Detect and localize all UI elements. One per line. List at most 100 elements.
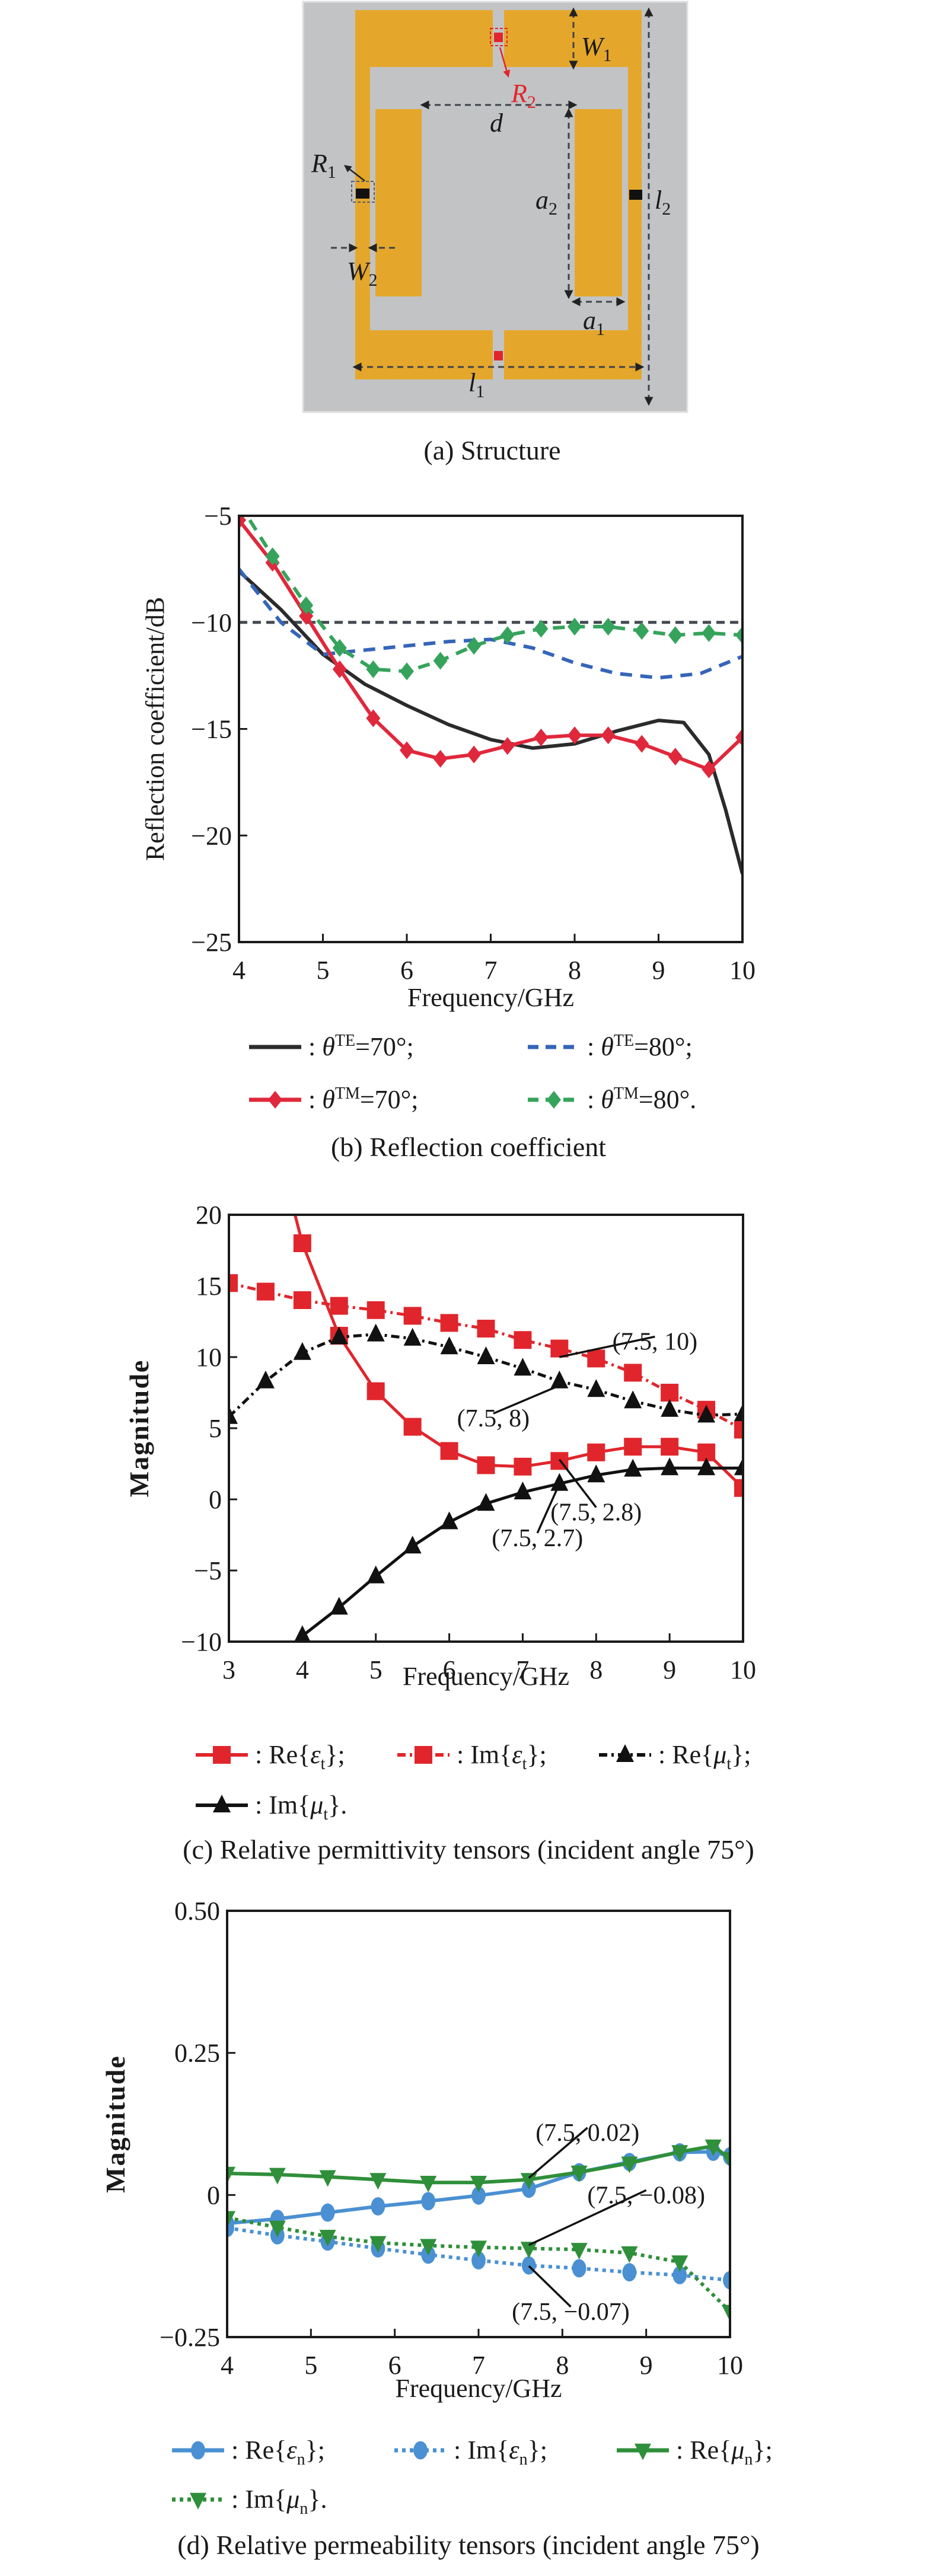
data-point-2 bbox=[239, 516, 246, 529]
series-line-3 bbox=[227, 2216, 730, 2313]
annotation-leader bbox=[528, 2189, 647, 2246]
data-point-0 bbox=[440, 1442, 458, 1460]
data-point-3 bbox=[299, 596, 314, 614]
annotation-leader bbox=[528, 2127, 588, 2179]
x-tick-label: 5 bbox=[304, 2351, 317, 2380]
data-point-0 bbox=[587, 1443, 605, 1461]
data-point-3 bbox=[319, 2230, 336, 2247]
x-tick-label: 10 bbox=[717, 2351, 743, 2380]
data-point-1 bbox=[672, 2266, 687, 2284]
series-line-3 bbox=[245, 516, 742, 673]
data-point-0 bbox=[320, 2203, 335, 2222]
caption-a: (a) Structure bbox=[423, 435, 560, 465]
data-point-2 bbox=[671, 2145, 688, 2162]
annotation-leader bbox=[536, 1483, 560, 1534]
data-point-2 bbox=[366, 1323, 385, 1342]
y-tick-label: −5 bbox=[194, 1556, 222, 1585]
label-w1: W1 bbox=[581, 32, 612, 65]
data-point-1 bbox=[572, 2259, 586, 2278]
data-point-0 bbox=[421, 2192, 436, 2211]
data-point-2 bbox=[400, 741, 414, 759]
plot-area bbox=[227, 2139, 730, 2322]
y-tick-label: −15 bbox=[191, 715, 232, 744]
y-axis-label: Magnitude bbox=[100, 2055, 130, 2193]
legend-label: : θTM=70°; bbox=[308, 1084, 419, 1114]
y-tick-label: −10 bbox=[191, 608, 232, 637]
data-point-3 bbox=[477, 1493, 495, 1511]
data-point-3 bbox=[294, 1625, 311, 1642]
data-point-3 bbox=[227, 2211, 235, 2228]
y-tick-label: 15 bbox=[196, 1272, 222, 1301]
x-tick-label: 10 bbox=[730, 1655, 756, 1684]
x-tick-label: 4 bbox=[296, 1655, 309, 1684]
resistor-r1-highlight bbox=[351, 181, 375, 203]
y-tick-label: 5 bbox=[209, 1414, 222, 1443]
data-point-2 bbox=[299, 607, 314, 625]
data-point-3 bbox=[440, 1511, 458, 1530]
legend-label: : θTM=80°. bbox=[587, 1084, 696, 1114]
data-point-3 bbox=[734, 1457, 743, 1476]
structure-diagram: W1 R2 d R1 a2 l2 W2 a1 l1 (a) Structure bbox=[302, 1, 688, 465]
legend-swatch-marker bbox=[268, 1091, 282, 1109]
label-r1: R1 bbox=[311, 149, 336, 182]
annotation-label: (7.5, −0.07) bbox=[512, 2299, 630, 2326]
legend-swatch-marker bbox=[635, 2443, 651, 2460]
data-point-2 bbox=[440, 1336, 458, 1355]
legend-item-0: : Re{εt}; bbox=[196, 1740, 345, 1773]
x-tick-label: 3 bbox=[222, 1655, 235, 1684]
data-point-3 bbox=[369, 2236, 387, 2253]
legend-value: =80°; bbox=[634, 1032, 693, 1061]
annotation-label: (7.5, 10) bbox=[613, 1329, 697, 1356]
data-point-1 bbox=[622, 2263, 637, 2282]
outer-ring-metal bbox=[355, 10, 642, 379]
gap-bottom-element bbox=[494, 351, 503, 360]
x-tick-label: 7 bbox=[516, 1655, 529, 1684]
data-point-3 bbox=[668, 626, 683, 644]
annotation-label: (7.5, 8) bbox=[457, 1405, 530, 1432]
data-point-1 bbox=[256, 1282, 275, 1301]
legend-label: : θTE=80°; bbox=[587, 1032, 693, 1061]
data-point-2 bbox=[500, 737, 515, 755]
data-point-0 bbox=[371, 2197, 385, 2216]
legend-item-0: : Re{εn}; bbox=[172, 2435, 325, 2469]
data-point-0 bbox=[661, 1438, 679, 1456]
x-axis-label: Frequency/GHz bbox=[407, 983, 574, 1012]
plot-area bbox=[239, 516, 742, 874]
data-point-0 bbox=[514, 1457, 532, 1476]
legend-value: =80°. bbox=[639, 1085, 696, 1114]
data-point-2 bbox=[621, 2156, 638, 2173]
data-point-3 bbox=[514, 1482, 532, 1499]
chart-permeability-tensors: 4 5 6 7 8 9 10 0.50 0.25 0 −0.25 (7.5, 0.02) (7.5, −… bbox=[100, 1897, 773, 2560]
legend-swatch-marker bbox=[413, 2441, 428, 2460]
plot-area bbox=[229, 1215, 743, 1642]
data-point-3 bbox=[433, 652, 448, 670]
data-point-0 bbox=[624, 1438, 642, 1456]
data-point-3 bbox=[332, 639, 347, 657]
data-point-2 bbox=[477, 1346, 495, 1364]
x-tick-label: 6 bbox=[400, 956, 413, 985]
data-point-3 bbox=[550, 1473, 569, 1491]
data-point-1 bbox=[723, 2271, 730, 2290]
caption-c: (c) Relative permittivity tensors (incid… bbox=[183, 1834, 754, 1865]
data-point-2 bbox=[403, 1327, 422, 1346]
label-a2: a2 bbox=[535, 186, 557, 219]
label-r2: R2 bbox=[511, 79, 536, 112]
y-axis-label: Magnitude bbox=[124, 1359, 154, 1498]
annotation-label: (7.5, 0.02) bbox=[535, 2119, 639, 2147]
legend-item-1: : θTE=80°; bbox=[528, 1032, 693, 1061]
data-point-2 bbox=[735, 728, 742, 746]
data-point-2 bbox=[470, 2176, 487, 2193]
annotation-leader bbox=[559, 1335, 655, 1358]
legend-item-3: : Im{μt}. bbox=[196, 1790, 347, 1824]
data-point-2 bbox=[229, 1406, 238, 1424]
annotation-leader bbox=[493, 1384, 560, 1415]
series-line-1 bbox=[239, 568, 742, 680]
y-tick-label: 0.25 bbox=[174, 2039, 220, 2068]
data-point-0 bbox=[293, 1234, 311, 1252]
legend-item-3: : θTM=80°. bbox=[528, 1084, 696, 1114]
legend-label: : Re{εn}; bbox=[231, 2435, 325, 2469]
legend-superscript: TM bbox=[614, 1084, 639, 1103]
data-point-3 bbox=[570, 2243, 588, 2260]
x-tick-label: 4 bbox=[221, 2351, 234, 2380]
data-point-3 bbox=[702, 624, 716, 642]
